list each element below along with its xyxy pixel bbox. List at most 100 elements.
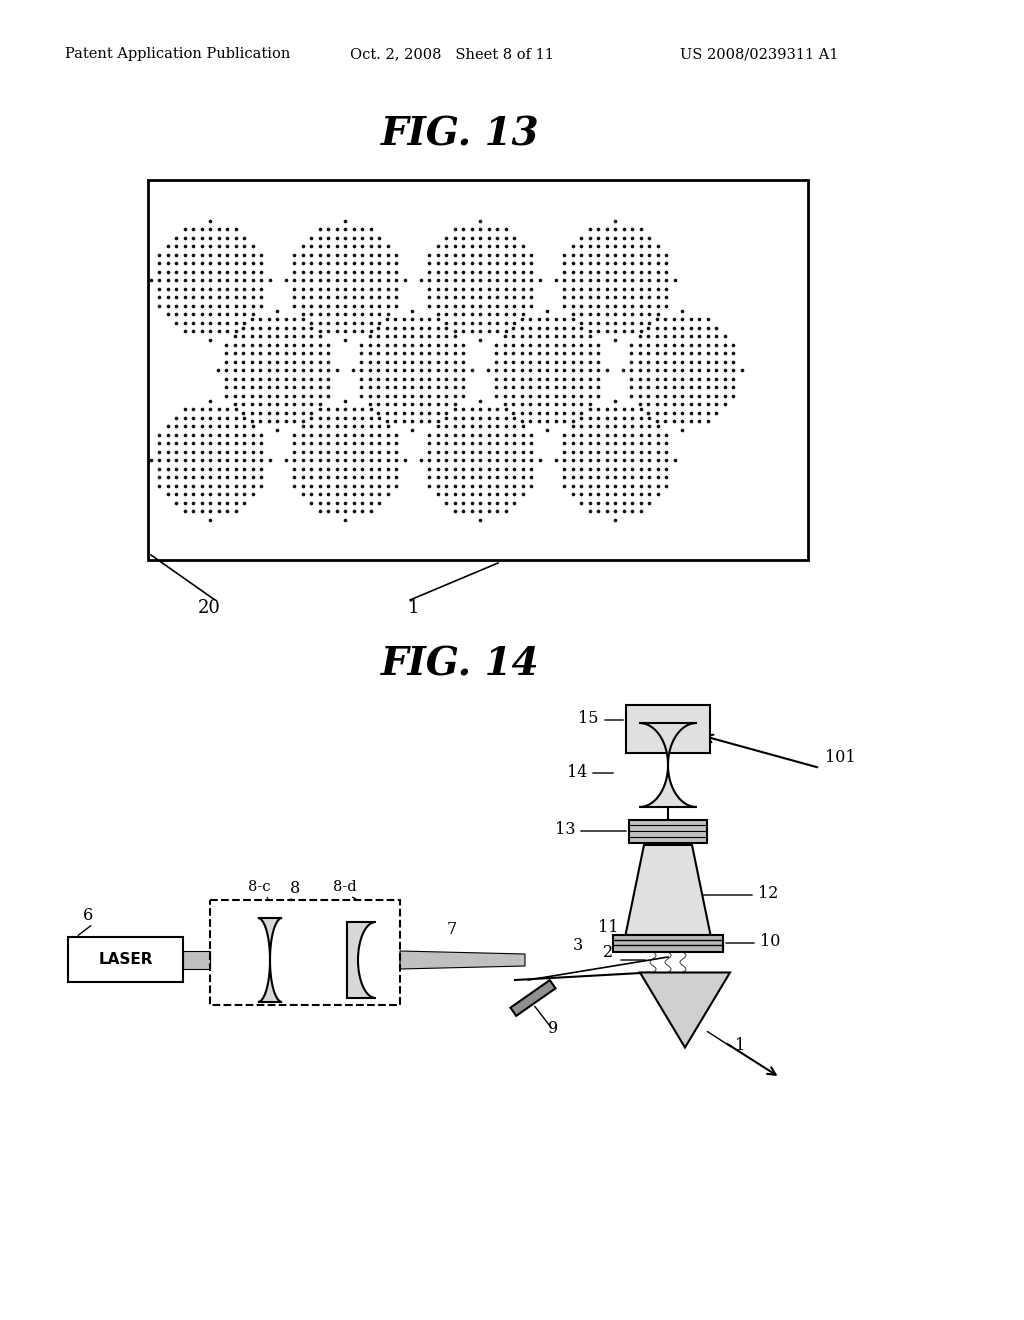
Point [294, 368, 310, 389]
Point [514, 286, 530, 308]
Point [463, 424, 479, 445]
Point [253, 261, 269, 282]
Point [421, 449, 437, 470]
Point [227, 399, 244, 420]
Point [176, 235, 193, 256]
Point [523, 458, 540, 479]
Point [446, 304, 463, 325]
Point [236, 492, 252, 513]
Point [421, 286, 437, 308]
Point [176, 441, 193, 462]
Point [219, 483, 236, 504]
Point [506, 407, 522, 428]
Point [176, 492, 193, 513]
Point [488, 252, 505, 273]
Point [480, 416, 497, 437]
Point [657, 458, 674, 479]
Point [226, 326, 243, 347]
Point [329, 500, 345, 521]
Point [572, 294, 589, 315]
Point [361, 326, 378, 347]
Point [446, 385, 463, 407]
Point [378, 334, 394, 355]
Point [345, 321, 361, 342]
Point [480, 261, 497, 282]
Point [632, 244, 648, 265]
Point [607, 466, 624, 487]
Point [488, 304, 505, 325]
Point [480, 466, 497, 487]
Point [294, 483, 310, 504]
Point [269, 326, 286, 347]
Point [598, 475, 614, 496]
Point [429, 466, 445, 487]
Point [582, 385, 598, 407]
Point [564, 475, 581, 496]
Point [488, 416, 505, 437]
Point [674, 334, 690, 355]
Point [319, 312, 336, 333]
Point [523, 433, 540, 454]
Point [649, 424, 666, 445]
Point [194, 441, 210, 462]
Point [294, 235, 310, 256]
Point [311, 407, 328, 428]
Point [656, 368, 673, 389]
Point [607, 227, 624, 248]
Point [345, 261, 361, 282]
Point [387, 359, 403, 380]
Point [168, 304, 184, 325]
Point [236, 286, 252, 308]
Point [632, 252, 648, 273]
Point [590, 458, 606, 479]
Point [253, 449, 269, 470]
Point [421, 261, 437, 282]
Point [498, 407, 514, 428]
Point [362, 244, 379, 265]
Point [624, 424, 640, 445]
Point [523, 286, 540, 308]
Point [286, 326, 302, 347]
Point [556, 294, 572, 315]
Point [413, 309, 429, 330]
Point [261, 449, 278, 470]
Point [253, 441, 269, 462]
Point [252, 326, 268, 347]
Point [446, 326, 463, 347]
Point [624, 321, 640, 342]
Point [607, 279, 624, 300]
Point [311, 252, 328, 273]
Point [513, 342, 529, 363]
Point [590, 376, 606, 397]
Point [446, 359, 463, 380]
Point [234, 342, 251, 363]
Point [387, 342, 403, 363]
Point [286, 269, 302, 290]
Point [227, 261, 244, 282]
Point [319, 359, 336, 380]
Point [472, 483, 488, 504]
Point [657, 279, 674, 300]
Point [329, 252, 345, 273]
Point [236, 424, 252, 445]
Point [194, 279, 210, 300]
Point [227, 416, 244, 437]
Point [717, 326, 733, 347]
Point [244, 326, 260, 347]
Point [319, 407, 336, 428]
Point [648, 401, 665, 422]
Point [184, 441, 201, 462]
Point [244, 359, 260, 380]
Point [598, 359, 614, 380]
Point [438, 401, 455, 422]
Point [666, 401, 682, 422]
Point [674, 418, 690, 440]
Point [572, 342, 589, 363]
Point [674, 393, 690, 414]
Point [413, 359, 429, 380]
Point [614, 359, 631, 380]
Point [379, 424, 395, 445]
Point [506, 416, 522, 437]
Point [523, 261, 540, 282]
Point [733, 359, 750, 380]
